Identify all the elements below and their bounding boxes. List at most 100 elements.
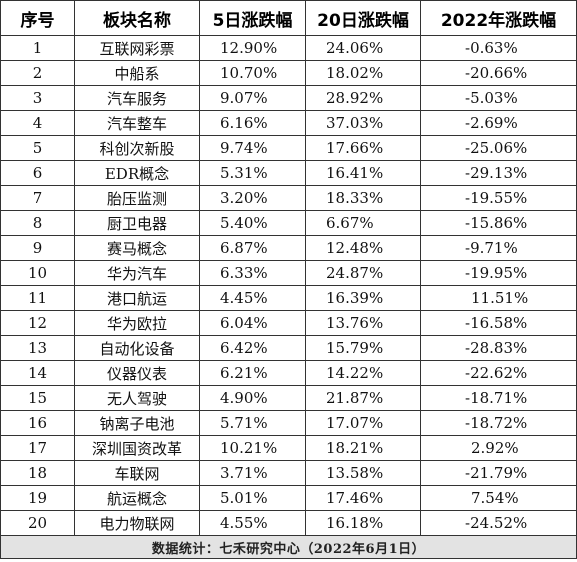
change-ytd: -16.58% (420, 310, 577, 336)
table-row: 16 钠离子电池 5.71% 17.07% -18.72% (0, 410, 577, 436)
change-20day: 16.41% (305, 160, 421, 186)
sector-name: 自动化设备 (74, 335, 200, 361)
change-ytd: -19.55% (420, 185, 577, 211)
row-index: 3 (0, 85, 75, 111)
change-20day: 18.02% (305, 60, 421, 86)
header-ytd-change: 2022年涨跌幅 (420, 0, 577, 36)
change-ytd: -25.06% (420, 135, 577, 161)
change-5day: 3.20% (199, 185, 306, 211)
change-ytd: 7.54% (420, 485, 577, 511)
change-5day: 6.04% (199, 310, 306, 336)
table-row: 19 航运概念 5.01% 17.46% 7.54% (0, 485, 577, 511)
change-20day: 15.79% (305, 335, 421, 361)
row-index: 6 (0, 160, 75, 186)
row-index: 16 (0, 410, 75, 436)
change-5day: 5.31% (199, 160, 306, 186)
change-ytd: -29.13% (420, 160, 577, 186)
sector-name: 无人驾驶 (74, 385, 200, 411)
row-index: 9 (0, 235, 75, 261)
change-20day: 24.06% (305, 35, 421, 61)
change-20day: 18.21% (305, 435, 421, 461)
table-row: 13 自动化设备 6.42% 15.79% -28.83% (0, 335, 577, 361)
change-5day: 9.74% (199, 135, 306, 161)
sector-name: 钠离子电池 (74, 410, 200, 436)
change-ytd: -0.63% (420, 35, 577, 61)
change-ytd: -18.72% (420, 410, 577, 436)
change-5day: 5.71% (199, 410, 306, 436)
row-index: 10 (0, 260, 75, 286)
change-20day: 17.46% (305, 485, 421, 511)
change-20day: 17.66% (305, 135, 421, 161)
sector-name: 华为欧拉 (74, 310, 200, 336)
row-index: 7 (0, 185, 75, 211)
row-index: 13 (0, 335, 75, 361)
change-5day: 3.71% (199, 460, 306, 486)
sector-name: 航运概念 (74, 485, 200, 511)
row-index: 1 (0, 35, 75, 61)
change-20day: 16.18% (305, 510, 421, 536)
table-row: 14 仪器仪表 6.21% 14.22% -22.62% (0, 360, 577, 386)
change-ytd: -9.71% (420, 235, 577, 261)
sector-name: 胎压监测 (74, 185, 200, 211)
change-5day: 5.01% (199, 485, 306, 511)
table-row: 3 汽车服务 9.07% 28.92% -5.03% (0, 85, 577, 111)
table-footer-row: 数据统计：七禾研究中心（2022年6月1日） (0, 535, 577, 559)
table-row: 15 无人驾驶 4.90% 21.87% -18.71% (0, 385, 577, 411)
change-5day: 12.90% (199, 35, 306, 61)
change-20day: 14.22% (305, 360, 421, 386)
row-index: 19 (0, 485, 75, 511)
change-5day: 6.42% (199, 335, 306, 361)
change-20day: 24.87% (305, 260, 421, 286)
row-index: 11 (0, 285, 75, 311)
row-index: 15 (0, 385, 75, 411)
change-ytd: -28.83% (420, 335, 577, 361)
sector-name: 中船系 (74, 60, 200, 86)
change-ytd: -2.69% (420, 110, 577, 136)
row-index: 20 (0, 510, 75, 536)
change-20day: 28.92% (305, 85, 421, 111)
row-index: 14 (0, 360, 75, 386)
change-5day: 6.33% (199, 260, 306, 286)
change-5day: 4.45% (199, 285, 306, 311)
table-row: 2 中船系 10.70% 18.02% -20.66% (0, 60, 577, 86)
table-row: 10 华为汽车 6.33% 24.87% -19.95% (0, 260, 577, 286)
change-5day: 10.21% (199, 435, 306, 461)
table-row: 8 厨卫电器 5.40% 6.67% -15.86% (0, 210, 577, 236)
sector-name: 科创次新股 (74, 135, 200, 161)
sector-name: 汽车服务 (74, 85, 200, 111)
row-index: 12 (0, 310, 75, 336)
row-index: 18 (0, 460, 75, 486)
change-5day: 6.87% (199, 235, 306, 261)
sector-name: 互联网彩票 (74, 35, 200, 61)
table-row: 4 汽车整车 6.16% 37.03% -2.69% (0, 110, 577, 136)
change-ytd: -5.03% (420, 85, 577, 111)
header-sector-name: 板块名称 (74, 0, 200, 36)
sector-name: 深圳国资改革 (74, 435, 200, 461)
change-20day: 18.33% (305, 185, 421, 211)
table-row: 20 电力物联网 4.55% 16.18% -24.52% (0, 510, 577, 536)
table-row: 9 赛马概念 6.87% 12.48% -9.71% (0, 235, 577, 261)
change-ytd: 2.92% (420, 435, 577, 461)
sector-name: 华为汽车 (74, 260, 200, 286)
row-index: 8 (0, 210, 75, 236)
table-row: 7 胎压监测 3.20% 18.33% -19.55% (0, 185, 577, 211)
change-ytd: -21.79% (420, 460, 577, 486)
change-5day: 6.21% (199, 360, 306, 386)
table-body: 1 互联网彩票 12.90% 24.06% -0.63% 2 中船系 10.70% 18.02%… (0, 35, 577, 536)
change-20day: 17.07% (305, 410, 421, 436)
change-20day: 16.39% (305, 285, 421, 311)
change-5day: 5.40% (199, 210, 306, 236)
change-20day: 12.48% (305, 235, 421, 261)
table-row: 12 华为欧拉 6.04% 13.76% -16.58% (0, 310, 577, 336)
sector-name: 汽车整车 (74, 110, 200, 136)
change-ytd: -24.52% (420, 510, 577, 536)
sector-name: 赛马概念 (74, 235, 200, 261)
change-5day: 10.70% (199, 60, 306, 86)
sector-name: 电力物联网 (74, 510, 200, 536)
sector-name: 厨卫电器 (74, 210, 200, 236)
change-5day: 4.90% (199, 385, 306, 411)
change-5day: 9.07% (199, 85, 306, 111)
sector-name: EDR概念 (74, 160, 200, 186)
change-20day: 21.87% (305, 385, 421, 411)
